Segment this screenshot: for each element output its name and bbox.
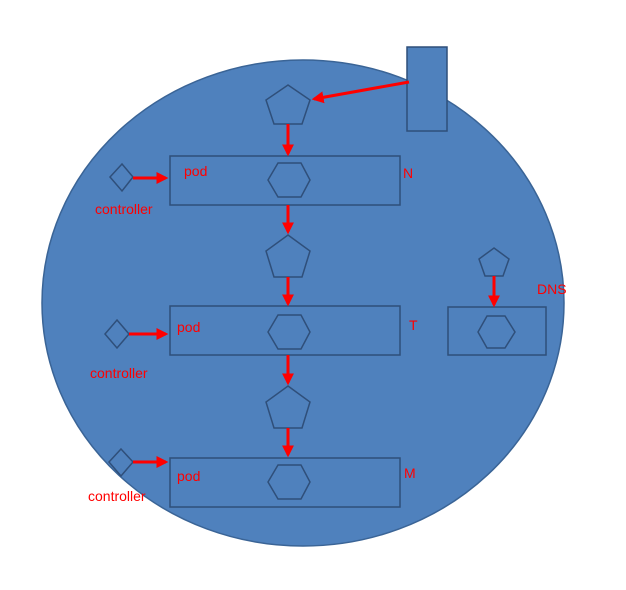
container-hexagon-dns	[477, 315, 516, 349]
container-hexagon-t	[267, 314, 311, 350]
dns-label: DNS	[537, 281, 567, 297]
node-m-label: M	[404, 465, 416, 481]
arrow-external-to-service	[311, 80, 410, 104]
controller-label-1: controller	[95, 201, 153, 217]
controller-diamond-1	[108, 162, 134, 193]
controller-diamond-2	[104, 318, 130, 350]
container-hexagon-n	[267, 162, 311, 198]
node-n-label: N	[403, 165, 413, 181]
node-m-box	[169, 457, 401, 508]
pod-label-t: pod	[177, 319, 200, 335]
external-box	[406, 46, 448, 132]
controller-diamond-3	[107, 447, 135, 478]
pod-label-m: pod	[177, 468, 200, 484]
container-hexagon-m	[267, 464, 311, 500]
controller-label-3: controller	[88, 488, 146, 504]
node-t-label: T	[409, 317, 418, 333]
cluster-circle	[41, 59, 565, 547]
controller-label-2: controller	[90, 365, 148, 381]
pod-label-n: pod	[184, 163, 207, 179]
